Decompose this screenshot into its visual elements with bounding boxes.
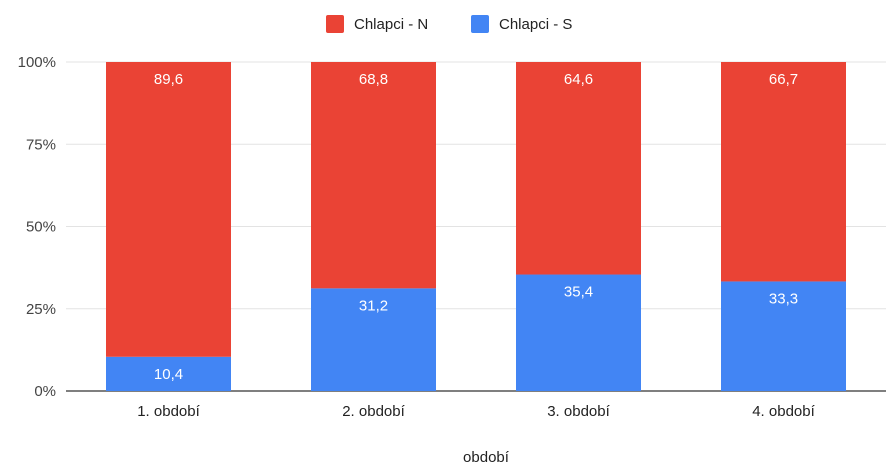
data-label: 89,6 xyxy=(154,71,183,88)
data-label: 10,4 xyxy=(154,366,183,383)
data-label: 68,8 xyxy=(359,71,388,88)
legend-swatch xyxy=(326,15,344,33)
y-tick-label: 0% xyxy=(34,383,56,400)
bar-segment[interactable] xyxy=(516,274,641,391)
legend-label: Chlapci - N xyxy=(354,16,428,33)
data-label: 66,7 xyxy=(769,71,798,88)
bar-segment[interactable] xyxy=(106,356,231,391)
y-tick-label: 100% xyxy=(18,54,56,71)
bar-segment[interactable] xyxy=(106,62,231,357)
legend[interactable]: Chlapci - N Chlapci - S xyxy=(326,15,572,33)
x-tick-label: 2. období xyxy=(342,403,405,420)
y-axis-ticks: 0% 25% 50% 75% 100% xyxy=(18,54,56,400)
bar-segment[interactable] xyxy=(311,62,436,289)
legend-swatch xyxy=(471,15,489,33)
y-tick-label: 50% xyxy=(26,219,56,236)
x-tick-label: 1. období xyxy=(137,403,200,420)
x-tick-label: 3. období xyxy=(547,403,610,420)
bar-segment[interactable] xyxy=(721,281,846,391)
data-label: 33,3 xyxy=(769,290,798,307)
legend-label: Chlapci - S xyxy=(499,16,572,33)
bar-segment[interactable] xyxy=(721,62,846,282)
y-tick-label: 25% xyxy=(26,301,56,318)
bar-segment[interactable] xyxy=(311,288,436,391)
x-tick-label: 4. období xyxy=(752,403,815,420)
x-axis-ticks: 1. období 2. období 3. období 4. období xyxy=(137,403,815,420)
y-tick-label: 75% xyxy=(26,136,56,153)
data-label: 64,6 xyxy=(564,71,593,88)
x-axis-title: období xyxy=(463,449,510,464)
bar-segment[interactable] xyxy=(516,62,641,275)
bars: 10,4 89,6 31,2 68,8 35,4 64,6 33,3 66,7 xyxy=(106,62,846,391)
data-label: 35,4 xyxy=(564,284,593,301)
data-label: 31,2 xyxy=(359,297,388,314)
